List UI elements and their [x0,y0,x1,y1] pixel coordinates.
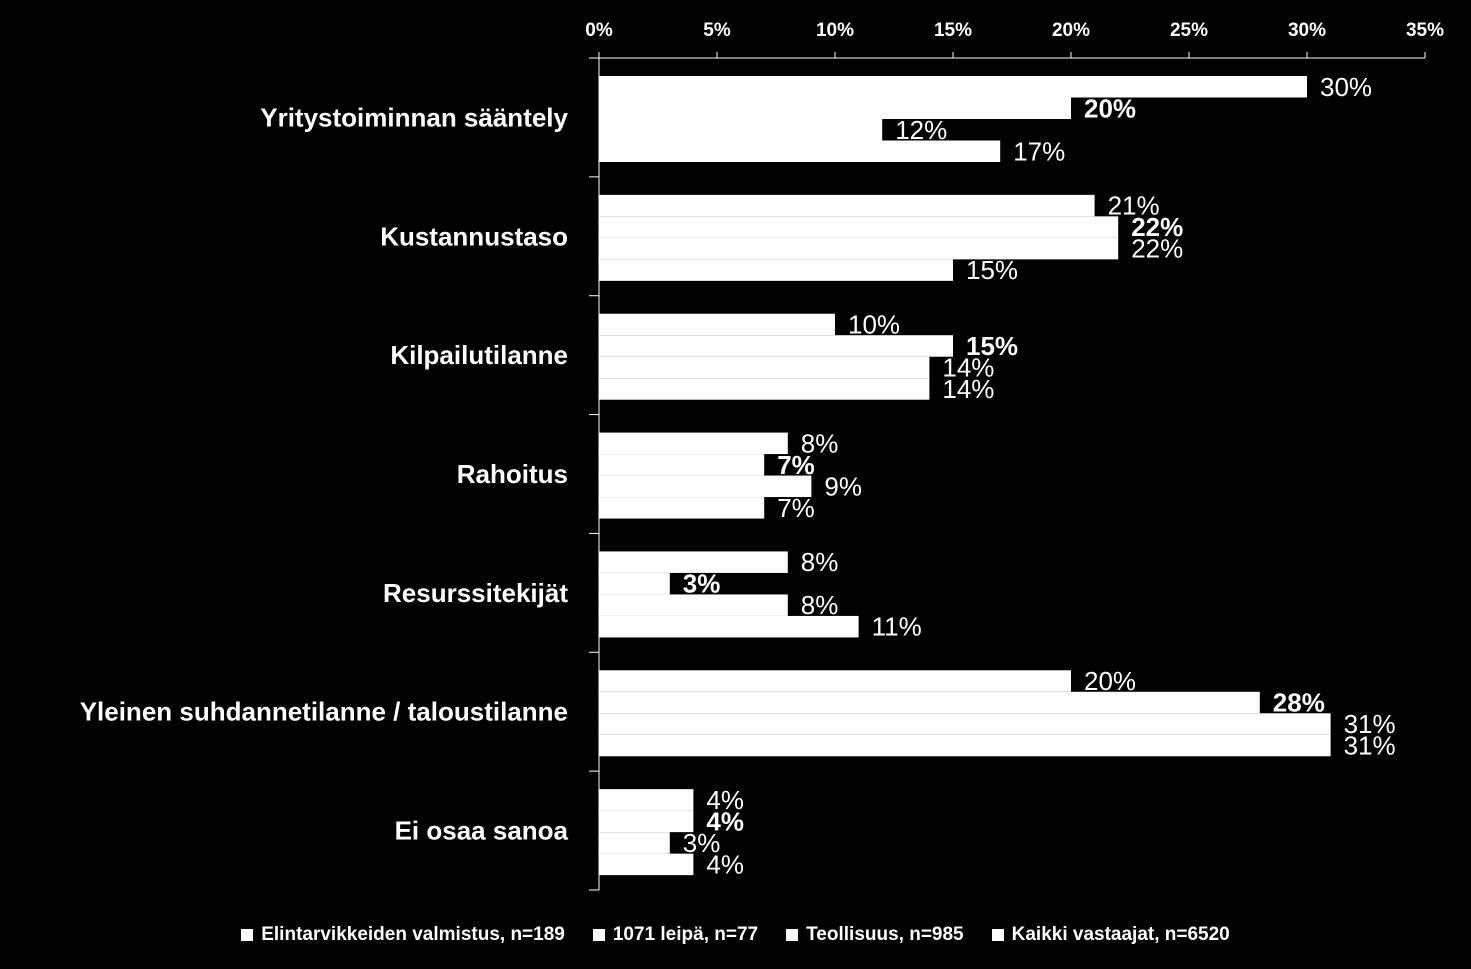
category-label: Resurssitekijät [383,578,568,608]
x-tick-label: 25% [1170,20,1208,41]
category-label: Yritystoiminnan sääntely [260,102,568,132]
bar [599,194,1095,217]
bar [599,216,1119,238]
data-label: 8% [801,547,839,577]
legend: Elintarvikkeiden valmistus, n=189 1071 l… [0,924,1471,946]
data-label: 4% [706,806,744,836]
bar [599,356,930,379]
bar [599,76,1307,98]
legend-swatch [786,929,799,941]
legend-label: 1071 leipä, n=77 [612,924,759,945]
bar [599,691,1260,714]
data-label: 21% [1108,191,1160,221]
data-label: 4% [706,849,744,879]
bar [599,475,812,498]
data-label: 14% [942,352,994,382]
bar [599,810,694,833]
bar [599,259,953,281]
data-label: 4% [706,785,744,815]
legend-swatch [592,929,605,941]
legend-label: Kaikki vastaajat, n=6520 [1011,924,1230,945]
bar [599,237,1119,260]
bar [599,551,788,573]
labels-layer: 0% 5% 10% 15% 20% 25% 30% 35% Yritystoiminnan sä… [80,20,1444,879]
legend-label: Teollisuus, n=985 [806,924,964,945]
x-tick-label: 15% [934,20,972,41]
data-label: 14% [942,374,994,404]
data-label: 31% [1344,731,1396,761]
category-label: Kilpailutilanne [390,340,568,370]
bar [599,454,765,476]
bar [599,97,1071,119]
bar [599,432,788,455]
data-label: 9% [824,471,862,501]
data-label: 22% [1131,212,1183,242]
bar [599,853,694,876]
x-tick-label: 35% [1406,20,1444,41]
data-label: 8% [801,590,839,620]
bar [599,140,1001,162]
bar [599,615,859,638]
bar [599,670,1071,692]
data-label: 3% [683,828,721,858]
category-label: Kustannustaso [380,221,568,251]
data-label: 22% [1131,234,1183,264]
category-label: Rahoitus [457,459,568,489]
bar [599,572,670,595]
legend-item: Kaikki vastaajat, n=6520 [991,924,1230,946]
bar [599,594,788,616]
data-label: 7% [777,493,815,523]
data-label: 7% [777,450,815,480]
data-label: 20% [1084,93,1136,123]
legend-item: 1071 leipä, n=77 [592,924,759,946]
data-label: 28% [1273,688,1325,718]
data-label: 11% [872,612,922,642]
data-label: 10% [848,309,900,339]
bar [599,378,930,400]
legend-item: Teollisuus, n=985 [786,924,964,946]
legend-swatch [991,929,1004,941]
bar [599,119,883,141]
x-tick-label: 0% [585,20,613,41]
data-label: 12% [895,115,947,145]
data-label: 15% [966,331,1018,361]
data-label: 20% [1084,666,1136,696]
data-label: 31% [1344,709,1396,739]
legend-swatch [241,929,254,941]
category-label: Yleinen suhdannetilanne / taloustilanne [80,697,568,727]
bar [599,335,953,357]
data-label: 30% [1320,72,1372,102]
legend-item: Elintarvikkeiden valmistus, n=189 [241,924,565,946]
data-label: 17% [1013,136,1065,166]
x-tick-label: 10% [816,20,854,41]
legend-label: Elintarvikkeiden valmistus, n=189 [261,924,565,945]
x-tick-label: 30% [1288,20,1326,41]
bar [599,789,694,811]
bars-layer [599,76,1331,876]
x-tick-label: 5% [703,20,731,41]
data-label: 3% [683,569,721,599]
x-tick-label: 20% [1052,20,1090,41]
bar [599,734,1331,757]
data-label: 8% [801,428,839,458]
bar [599,832,670,854]
bar [599,313,835,336]
category-label: Ei osaa sanoa [395,816,569,846]
data-label: 15% [966,255,1018,285]
bar [599,713,1331,735]
bar-chart: 0% 5% 10% 15% 20% 25% 30% 35% Yritystoiminnan sä… [80,20,1444,891]
bar [599,497,765,519]
